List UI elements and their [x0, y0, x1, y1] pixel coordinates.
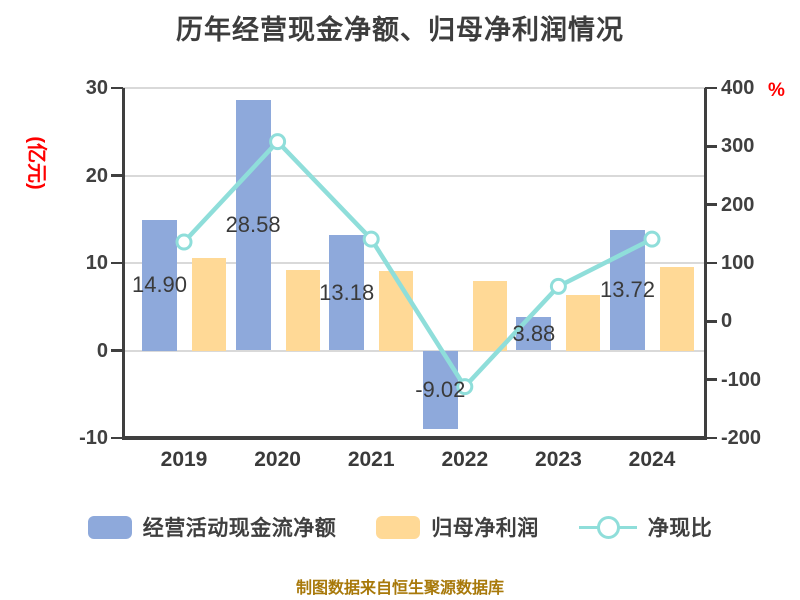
- left-axis-tick: [111, 261, 123, 265]
- ratio-point-marker-2020: [269, 133, 287, 151]
- right-axis-tick: [705, 145, 717, 148]
- cashflow-value-label-2023: 3.88: [512, 320, 556, 346]
- cashflow-value-label-2019: 14.90: [131, 272, 188, 298]
- legend-item-net-profit[interactable]: 归母净利润: [376, 512, 539, 542]
- x-axis-label-2021: 2021: [347, 448, 395, 471]
- left-axis-line: [121, 88, 125, 438]
- right-axis-tick-label: 400: [721, 77, 755, 99]
- gridline: [123, 174, 705, 177]
- cashflow-value-label-2021: 13.18: [319, 279, 375, 305]
- net-cash-ratio-legend-label: 净现比: [647, 517, 713, 540]
- x-axis-label-2020: 2020: [254, 448, 301, 471]
- operating-cashflow-swatch: [87, 515, 132, 539]
- x-axis-label-2022: 2022: [441, 448, 489, 471]
- ratio-point-marker-2023: [549, 277, 567, 295]
- right-axis-tick: [705, 203, 717, 206]
- net-profit-bar-2024: [660, 266, 694, 351]
- net-profit-legend-label: 归母净利润: [431, 517, 539, 540]
- left-axis-tick-label: 30: [85, 77, 108, 99]
- x-axis-label-2019: 2019: [160, 448, 208, 471]
- chart-title: 历年经营现金净额、归母净利润情况: [176, 15, 624, 45]
- right-axis-tick-label: 0: [721, 310, 733, 333]
- net-profit-swatch: [376, 515, 421, 539]
- right-axis-tick-label: 300: [721, 135, 755, 158]
- gridline: [123, 87, 705, 89]
- right-axis-tick: [705, 320, 717, 323]
- right-axis-tick: [705, 436, 717, 440]
- ratio-point-marker-2024: [643, 230, 661, 248]
- right-axis-tick: [705, 261, 717, 265]
- left-axis-tick-label: -10: [79, 427, 108, 449]
- right-axis-line: [703, 88, 707, 438]
- x-axis-label-2023: 2023: [535, 448, 582, 471]
- data-source-footer: 制图数据来自恒生聚源数据库: [295, 580, 504, 597]
- cashflow-value-label-2020: 28.58: [225, 212, 281, 238]
- bottom-axis-line: [121, 436, 707, 440]
- right-axis-tick: [705, 86, 717, 90]
- cashflow-value-label-2022: -9.02: [415, 376, 466, 402]
- legend: 经营活动现金流净额 归母净利润 净现比: [0, 512, 800, 542]
- net-cash-ratio-line-swatch: [578, 515, 637, 539]
- right-axis-tick-label: -100: [721, 368, 762, 391]
- cashflow-value-label-2024: 13.72: [599, 277, 656, 303]
- legend-item-net-cash-ratio[interactable]: 净现比: [578, 512, 713, 542]
- left-axis-tick: [111, 86, 123, 90]
- cashflow-bar-2019: [142, 220, 177, 351]
- right-axis-tick-label: 200: [721, 193, 755, 216]
- ratio-point-marker-2019: [175, 233, 193, 251]
- left-axis-tick-label: 0: [96, 339, 108, 362]
- right-axis-tick: [705, 378, 717, 381]
- left-axis-tick-label: 20: [85, 164, 108, 187]
- x-axis-label-2024: 2024: [628, 448, 676, 471]
- line-swatch-marker-icon: [596, 515, 620, 539]
- left-axis-tick: [111, 174, 123, 177]
- right-axis-tick-label: 100: [721, 252, 755, 274]
- left-axis-tick: [111, 349, 123, 352]
- left-axis-tick-label: 10: [85, 252, 108, 274]
- right-axis-tick-label: -200: [721, 427, 762, 449]
- left-axis-tick: [111, 436, 123, 440]
- ratio-point-marker-2021: [362, 230, 380, 248]
- legend-item-operating-cashflow[interactable]: 经营活动现金流净额: [87, 512, 337, 542]
- operating-cashflow-legend-label: 经营活动现金流净额: [142, 517, 337, 540]
- right-axis-unit-label: %: [768, 80, 785, 101]
